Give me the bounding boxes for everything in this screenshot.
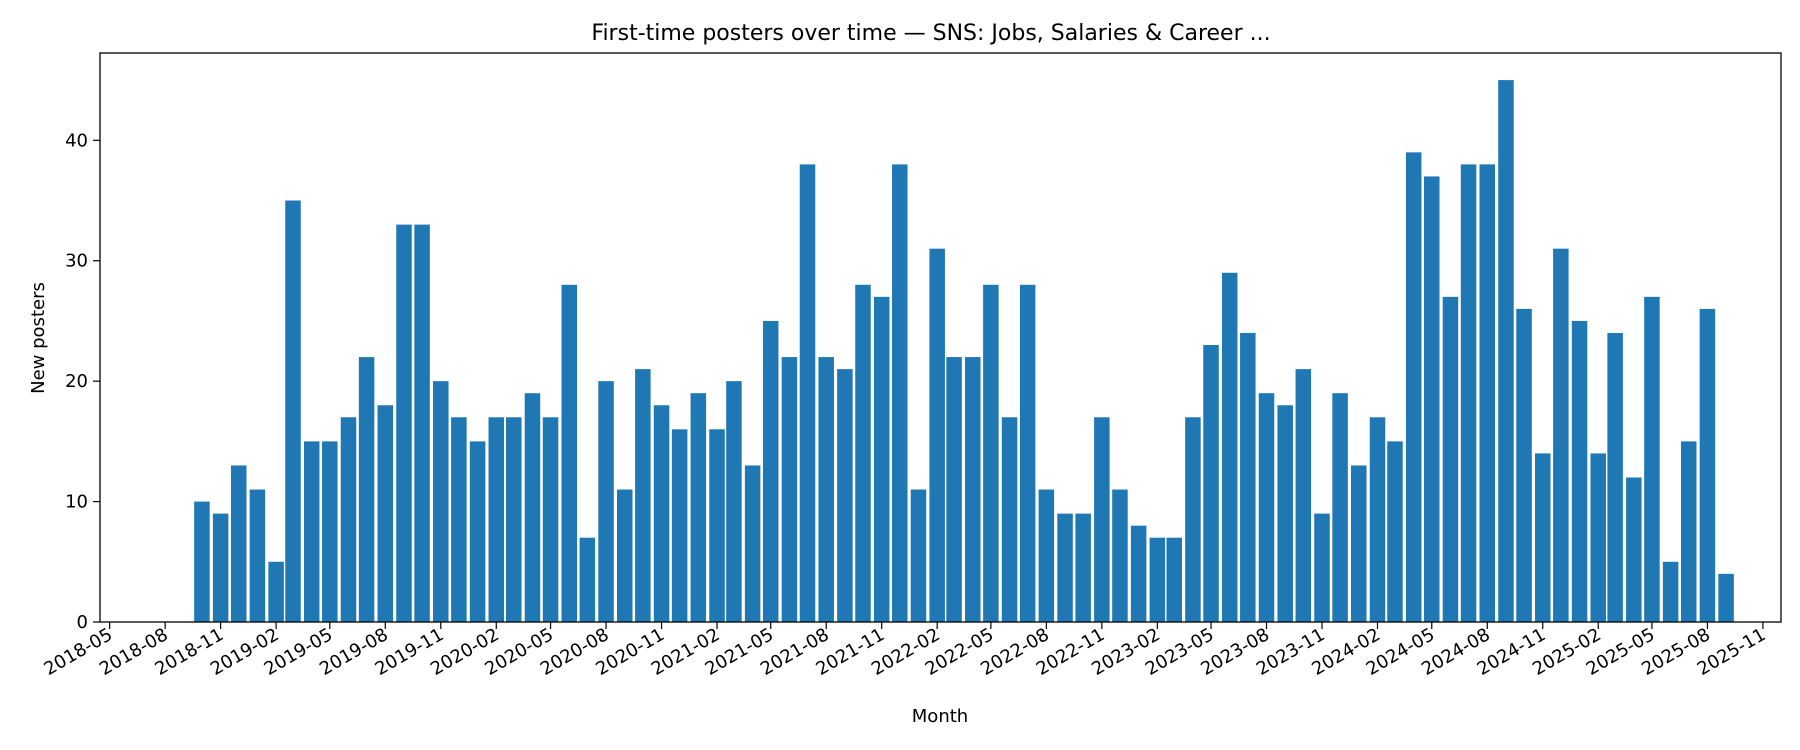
- bar: [799, 164, 816, 622]
- bar: [414, 224, 430, 622]
- bar: [818, 357, 834, 622]
- bar: [1112, 489, 1128, 622]
- y-tick-label: 0: [77, 612, 88, 633]
- bar: [506, 417, 522, 622]
- bar: [1498, 80, 1514, 623]
- y-axis: 0 10 20 30 40: [65, 130, 100, 633]
- bar: [837, 369, 853, 622]
- bar: [1221, 272, 1238, 622]
- bar: [322, 441, 338, 622]
- bar: [855, 284, 871, 622]
- bar: [303, 441, 320, 622]
- bar: [1479, 164, 1496, 622]
- bar: [212, 513, 229, 622]
- bar: [1240, 332, 1256, 622]
- bar: [1185, 417, 1201, 622]
- bar: [1553, 248, 1569, 622]
- bar: [1057, 513, 1073, 622]
- bar: [983, 284, 999, 622]
- bar: [1351, 465, 1367, 622]
- bar: [1295, 369, 1312, 622]
- bar: [1535, 453, 1551, 622]
- y-tick-label: 10: [65, 492, 88, 513]
- bar: [358, 357, 375, 622]
- bar: [451, 417, 467, 622]
- bar: [598, 381, 614, 622]
- bar: [1680, 441, 1697, 622]
- y-tick-label: 20: [65, 371, 88, 392]
- bar: [1699, 308, 1716, 622]
- bar: [910, 489, 927, 622]
- bar: [1369, 417, 1386, 622]
- bar: [1314, 513, 1330, 622]
- bar: [1166, 537, 1182, 622]
- x-axis-title: Month: [912, 706, 968, 727]
- bar: [635, 369, 651, 622]
- bar: [653, 405, 670, 622]
- bar: [762, 320, 779, 622]
- bar: [194, 501, 210, 622]
- bar: [1607, 332, 1623, 622]
- chart-title: First-time posters over time — SNS: Jobs…: [591, 21, 1270, 46]
- bar: [542, 417, 559, 622]
- bar: [340, 417, 357, 622]
- y-tick-label: 40: [65, 130, 88, 151]
- bar: [1626, 477, 1642, 622]
- bar: [1590, 453, 1606, 622]
- bar: [249, 489, 266, 622]
- bar: [726, 381, 742, 622]
- y-axis-title: New posters: [28, 282, 49, 394]
- bar: [524, 393, 541, 622]
- bar: [1571, 320, 1588, 622]
- bar: [892, 164, 908, 622]
- bar: [1424, 176, 1440, 622]
- bar: [709, 429, 725, 622]
- bar: [1258, 393, 1275, 622]
- bar: [1516, 308, 1532, 622]
- bar: [781, 357, 798, 622]
- bar: [488, 417, 505, 622]
- bar: [1094, 417, 1110, 622]
- bar: [744, 465, 761, 622]
- bar: [1149, 537, 1166, 622]
- bar: [1001, 417, 1018, 622]
- bar: [965, 357, 981, 622]
- bar: [268, 561, 284, 622]
- bar: [1387, 441, 1403, 622]
- bar: [230, 465, 247, 622]
- bar: [561, 284, 578, 622]
- bar: [433, 381, 449, 622]
- bar: [873, 296, 890, 622]
- bar: [1644, 296, 1660, 622]
- bar: [1277, 405, 1293, 622]
- y-tick-label: 30: [65, 251, 88, 272]
- bar: [579, 537, 596, 622]
- bar: [617, 489, 633, 622]
- bar: [1442, 296, 1459, 622]
- bar: [946, 357, 962, 622]
- bar: [285, 200, 301, 622]
- bar: [1130, 525, 1147, 622]
- bar: [690, 393, 707, 622]
- bar: [1662, 561, 1679, 622]
- bar: [469, 441, 486, 622]
- bar: [1332, 393, 1348, 622]
- bar: [1019, 284, 1036, 622]
- bar: [1405, 152, 1422, 622]
- bar: [929, 248, 945, 622]
- bar: [1075, 513, 1091, 622]
- plot-frame: [99, 52, 1782, 623]
- bar: [396, 224, 412, 622]
- bars-group: [194, 80, 1734, 623]
- bar: [1038, 489, 1055, 622]
- bar: [377, 405, 394, 622]
- bar: [1718, 573, 1734, 622]
- bar: [1460, 164, 1477, 622]
- bar: [671, 429, 688, 622]
- bar: [1203, 345, 1219, 622]
